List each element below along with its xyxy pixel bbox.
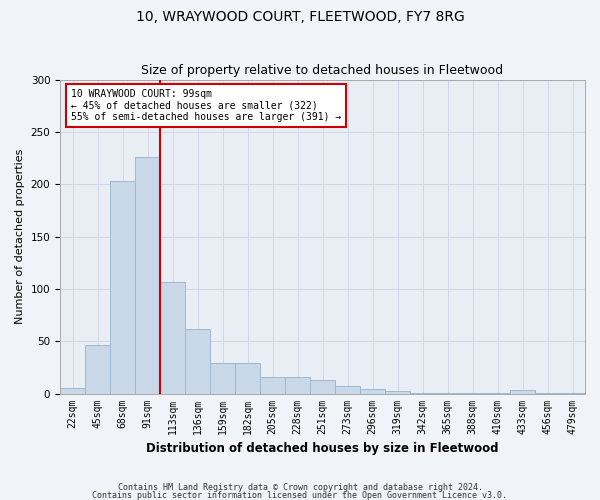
Bar [235,363,260,394]
Bar [385,392,410,394]
Text: 10, WRAYWOOD COURT, FLEETWOOD, FY7 8RG: 10, WRAYWOOD COURT, FLEETWOOD, FY7 8RG [136,10,464,24]
Bar [460,392,485,394]
Bar [310,380,335,394]
Bar [160,282,185,394]
Bar [510,390,535,394]
Bar [60,388,85,394]
Bar [110,181,135,394]
Bar [485,392,510,394]
Title: Size of property relative to detached houses in Fleetwood: Size of property relative to detached ho… [142,64,503,77]
Bar [285,377,310,394]
X-axis label: Distribution of detached houses by size in Fleetwood: Distribution of detached houses by size … [146,442,499,455]
Text: 10 WRAYWOOD COURT: 99sqm
← 45% of detached houses are smaller (322)
55% of semi-: 10 WRAYWOOD COURT: 99sqm ← 45% of detach… [71,89,341,122]
Bar [335,386,360,394]
Bar [185,328,210,394]
Bar [85,346,110,394]
Y-axis label: Number of detached properties: Number of detached properties [15,149,25,324]
Bar [360,390,385,394]
Bar [210,363,235,394]
Bar [435,392,460,394]
Bar [535,392,560,394]
Bar [560,392,585,394]
Text: Contains HM Land Registry data © Crown copyright and database right 2024.: Contains HM Land Registry data © Crown c… [118,483,482,492]
Text: Contains public sector information licensed under the Open Government Licence v3: Contains public sector information licen… [92,490,508,500]
Bar [410,392,435,394]
Bar [260,377,285,394]
Bar [135,157,160,394]
